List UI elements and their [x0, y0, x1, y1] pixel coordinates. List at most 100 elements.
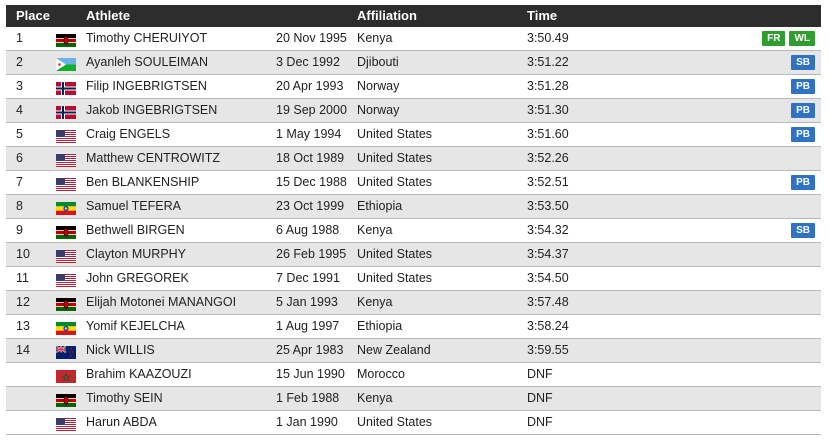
time-cell: 3:52.26: [527, 151, 569, 165]
record-badge-pb: PB: [791, 103, 815, 118]
usa-flag-icon: [56, 176, 76, 191]
time-cell: 3:53.50: [527, 199, 569, 213]
new-zealand-flag-icon: [55, 344, 76, 359]
place-cell: 14: [16, 343, 30, 357]
time-cell: DNF: [527, 415, 553, 429]
time-cell: 3:51.30: [527, 103, 569, 117]
kenya-flag-icon: [56, 224, 76, 239]
record-badge-wl: WL: [789, 31, 815, 46]
time-cell: 3:51.22: [527, 55, 569, 69]
time-cell: DNF: [527, 391, 553, 405]
date-of-birth-cell: 15 Jun 1990: [276, 367, 345, 381]
results-table: Place Athlete Affiliation Time 1 Timothy…: [6, 5, 821, 435]
time-cell: 3:54.32: [527, 223, 569, 237]
affiliation-cell: United States: [357, 247, 433, 261]
athlete-name-link[interactable]: Jakob INGEBRIGTSEN: [86, 103, 218, 117]
athlete-name-link[interactable]: Craig ENGELS: [86, 127, 171, 141]
athlete-name-link[interactable]: Harun ABDA: [86, 415, 157, 429]
place-cell: 2: [16, 55, 23, 69]
usa-flag-icon: [56, 416, 76, 431]
athlete-name-link[interactable]: Samuel TEFERA: [86, 199, 181, 213]
affiliation-cell: Ethiopia: [357, 199, 403, 213]
time-cell: 3:54.37: [527, 247, 569, 261]
date-of-birth-cell: 23 Oct 1999: [276, 199, 345, 213]
table-row: 7 Ben BLANKENSHIP 15 Dec 1988 United States…: [6, 171, 821, 195]
athlete-name-link[interactable]: Timothy CHERUIYOT: [86, 31, 208, 45]
affiliation-cell: United States: [357, 271, 433, 285]
table-row: 10 Clayton MURPHY 26 Feb 1995 United States…: [6, 243, 821, 267]
place-cell: 5: [16, 127, 23, 141]
date-of-birth-cell: 25 Apr 1983: [276, 343, 344, 357]
place-cell: 7: [16, 175, 23, 189]
affiliation-cell: United States: [357, 151, 433, 165]
athlete-name-link[interactable]: Elijah Motonei MANANGOI: [86, 295, 237, 309]
affiliation-cell: Norway: [357, 79, 400, 93]
table-row: 13 Yomif KEJELCHA 1 Aug 1997 Ethiopia 3:58.…: [6, 315, 821, 339]
athlete-name-link[interactable]: John GREGOREK: [86, 271, 189, 285]
table-header: Place Athlete Affiliation Time: [6, 5, 821, 27]
header-athlete: Athlete: [86, 8, 131, 23]
record-badges: PB: [791, 127, 815, 142]
date-of-birth-cell: 7 Dec 1991: [276, 271, 340, 285]
table-row: 4 Jakob INGEBRIGTSEN 19 Sep 2000 Norway 3:5…: [6, 99, 821, 123]
athlete-name-link[interactable]: Timothy SEIN: [86, 391, 163, 405]
ethiopia-flag-icon: [56, 320, 76, 335]
athlete-name-link[interactable]: Yomif KEJELCHA: [86, 319, 185, 333]
time-cell: 3:59.55: [527, 343, 569, 357]
header-place: Place: [16, 8, 50, 23]
athlete-name-link[interactable]: Ben BLANKENSHIP: [86, 175, 200, 189]
place-cell: 9: [16, 223, 23, 237]
date-of-birth-cell: 1 Feb 1988: [276, 391, 340, 405]
date-of-birth-cell: 20 Nov 1995: [276, 31, 347, 45]
usa-flag-icon: [56, 272, 76, 287]
athlete-name-link[interactable]: Bethwell BIRGEN: [86, 223, 185, 237]
table-row: 9 Bethwell BIRGEN 6 Aug 1988 Kenya 3:54.32 S…: [6, 219, 821, 243]
athlete-name-link[interactable]: Clayton MURPHY: [86, 247, 187, 261]
time-cell: 3:58.24: [527, 319, 569, 333]
time-cell: 3:51.28: [527, 79, 569, 93]
record-badge-sb: SB: [791, 223, 815, 238]
athlete-name-link[interactable]: Nick WILLIS: [86, 343, 155, 357]
date-of-birth-cell: 5 Jan 1993: [276, 295, 338, 309]
table-row: Timothy SEIN 1 Feb 1988 Kenya DNF: [6, 387, 821, 411]
athlete-name-link[interactable]: Filip INGEBRIGTSEN: [86, 79, 207, 93]
norway-flag-icon: [56, 80, 76, 95]
record-badges: SB: [791, 55, 815, 70]
record-badge-fr: FR: [762, 31, 786, 46]
table-row: Brahim KAAZOUZI 15 Jun 1990 Morocco DNF: [6, 363, 821, 387]
affiliation-cell: Kenya: [357, 223, 393, 237]
date-of-birth-cell: 1 Jan 1990: [276, 415, 338, 429]
table-row: 3 Filip INGEBRIGTSEN 20 Apr 1993 Norway 3:5…: [6, 75, 821, 99]
place-cell: 10: [16, 247, 30, 261]
record-badges: FR WL: [762, 31, 815, 46]
athlete-name-link[interactable]: Ayanleh SOULEIMAN: [86, 55, 209, 69]
djibouti-flag-icon: [56, 56, 76, 71]
affiliation-cell: Norway: [357, 103, 400, 117]
athlete-name-link[interactable]: Matthew CENTROWITZ: [86, 151, 221, 165]
morocco-flag-icon: [56, 368, 76, 383]
place-cell: 1: [16, 31, 23, 45]
date-of-birth-cell: 18 Oct 1989: [276, 151, 345, 165]
table-row: 8 Samuel TEFERA 23 Oct 1999 Ethiopia 3:53.5…: [6, 195, 821, 219]
affiliation-cell: United States: [357, 127, 433, 141]
athlete-name-link[interactable]: Brahim KAAZOUZI: [86, 367, 192, 381]
place-cell: 8: [16, 199, 23, 213]
time-cell: 3:50.49: [527, 31, 569, 45]
usa-flag-icon: [56, 152, 76, 167]
time-cell: 3:54.50: [527, 271, 569, 285]
usa-flag-icon: [56, 248, 76, 263]
kenya-flag-icon: [56, 296, 76, 311]
place-cell: 3: [16, 79, 23, 93]
table-row: 1 Timothy CHERUIYOT 20 Nov 1995 Kenya 3:50.…: [6, 27, 821, 51]
header-affiliation: Affiliation: [357, 8, 417, 23]
time-cell: 3:51.60: [527, 127, 569, 141]
time-cell: 3:52.51: [527, 175, 569, 189]
table-row: 14 Nick WILLIS 25 Apr 1983 New Zealand 3:59…: [6, 339, 821, 363]
affiliation-cell: Djibouti: [357, 55, 399, 69]
record-badge-sb: SB: [791, 55, 815, 70]
record-badges: PB: [791, 175, 815, 190]
table-row: 6 Matthew CENTROWITZ 18 Oct 1989 United Sta…: [6, 147, 821, 171]
affiliation-cell: Morocco: [357, 367, 405, 381]
record-badge-pb: PB: [791, 175, 815, 190]
usa-flag-icon: [56, 128, 76, 143]
